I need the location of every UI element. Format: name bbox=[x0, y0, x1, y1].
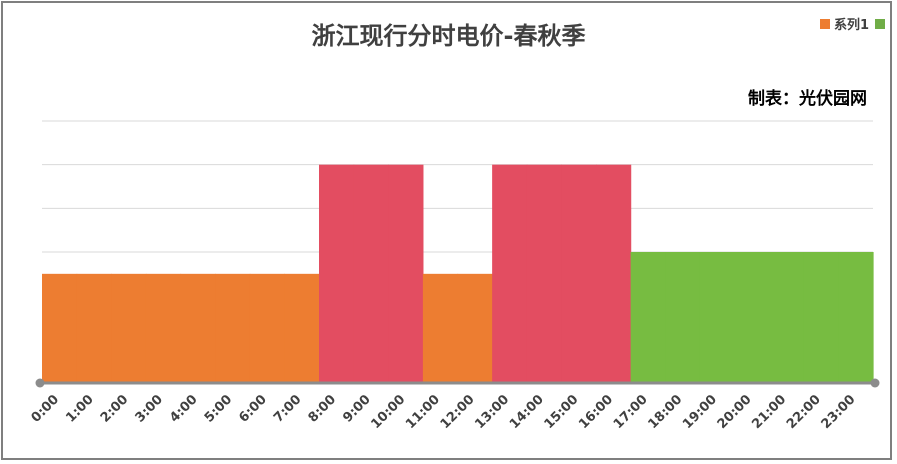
x-tick-label: 20:00 bbox=[715, 392, 755, 432]
x-tick-label: 21:00 bbox=[749, 392, 789, 432]
x-tick-label: 1:00 bbox=[63, 392, 96, 425]
x-tick-label: 14:00 bbox=[507, 392, 547, 432]
legend-label: 系列1 bbox=[833, 18, 869, 33]
x-tick-label: 17:00 bbox=[611, 392, 651, 432]
chart-title: 浙江现行分时电价-春秋季 bbox=[311, 22, 586, 50]
x-tick-label: 2:00 bbox=[98, 392, 131, 425]
chart-subtitle: 制表：光伏园网 bbox=[748, 89, 867, 109]
x-tick-label: 6:00 bbox=[236, 392, 269, 425]
bar-10-00 bbox=[388, 164, 424, 383]
x-tick-label: 5:00 bbox=[202, 392, 235, 425]
legend-swatch-orange bbox=[819, 18, 830, 29]
x-tick-label: 13:00 bbox=[472, 392, 512, 432]
bar-1-00 bbox=[76, 273, 112, 383]
bar-12-00 bbox=[457, 273, 493, 383]
x-tick-label: 7:00 bbox=[271, 392, 304, 425]
legend: 系列1 bbox=[819, 14, 885, 33]
bar-23-00 bbox=[838, 252, 874, 383]
x-axis-cap-right bbox=[870, 378, 880, 388]
bar-22-00 bbox=[803, 252, 839, 383]
bar-21-00 bbox=[769, 252, 805, 383]
x-tick-label: 0:00 bbox=[29, 392, 62, 425]
x-axis-cap-left bbox=[35, 378, 45, 388]
bar-7-00 bbox=[284, 273, 320, 383]
bar-20-00 bbox=[734, 252, 770, 383]
bar-6-00 bbox=[249, 273, 285, 383]
bar-18-00 bbox=[665, 252, 701, 383]
x-tick-label: 19:00 bbox=[680, 392, 720, 432]
x-tick-label: 3:00 bbox=[133, 392, 166, 425]
x-tick-label: 15:00 bbox=[542, 392, 582, 432]
x-tick-label: 16:00 bbox=[576, 392, 616, 432]
x-tick-label: 11:00 bbox=[403, 392, 443, 432]
bar-17-00 bbox=[630, 252, 666, 383]
x-tick-label: 10:00 bbox=[369, 392, 409, 432]
bar-16-00 bbox=[596, 164, 632, 383]
bar-8-00 bbox=[319, 164, 355, 383]
bar-13-00 bbox=[492, 164, 528, 383]
x-tick-label: 4:00 bbox=[167, 392, 200, 425]
legend-swatch-green bbox=[875, 18, 885, 29]
bar-19-00 bbox=[699, 252, 736, 383]
bar-9-00 bbox=[353, 164, 389, 383]
bar-11-00 bbox=[422, 273, 459, 383]
bar-3-00 bbox=[145, 273, 182, 383]
bar-14-00 bbox=[526, 164, 562, 383]
bar-0-00 bbox=[42, 273, 78, 383]
bar-2-00 bbox=[111, 273, 147, 383]
x-tick-label: 18:00 bbox=[646, 392, 686, 432]
x-tick-label: 12:00 bbox=[438, 392, 478, 432]
bar-5-00 bbox=[215, 273, 251, 383]
bar-15-00 bbox=[561, 164, 597, 383]
bar-4-00 bbox=[180, 273, 216, 383]
x-tick-label: 23:00 bbox=[819, 392, 859, 432]
x-tick-label: 22:00 bbox=[784, 392, 824, 432]
x-tick-label: 8:00 bbox=[306, 392, 339, 425]
